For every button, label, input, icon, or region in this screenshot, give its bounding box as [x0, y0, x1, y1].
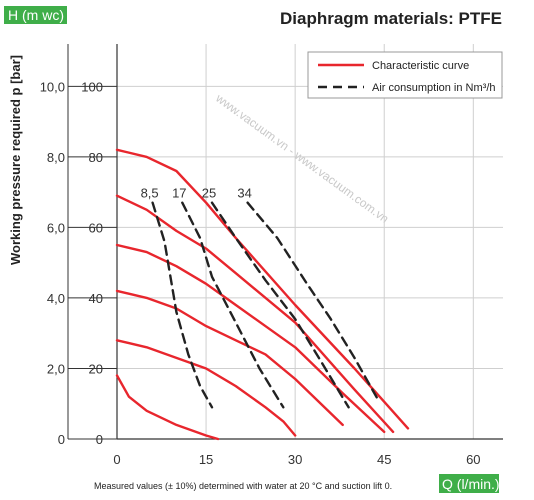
characteristic-curve	[115, 339, 297, 437]
air-consumption-line	[210, 201, 350, 409]
y-tick-label: 100	[81, 79, 103, 94]
x-tick-label: 15	[199, 452, 213, 467]
characteristic-curve	[115, 194, 395, 434]
y-axis-badge-label: H (m wc)	[8, 7, 64, 23]
footnote: Measured values (± 10%) determined with …	[94, 481, 392, 491]
y-tick-label: 0	[96, 432, 103, 447]
pressure-tick-label: 2,0	[47, 361, 65, 376]
air-consumption-label: 17	[172, 186, 186, 201]
legend-box	[307, 51, 503, 99]
air-consumption-label: 25	[202, 186, 216, 201]
air-consumption-label: 8,5	[141, 186, 159, 201]
y-tick-label: 20	[89, 361, 103, 376]
pressure-tick-label: 0	[58, 432, 65, 447]
x-tick-label: 0	[113, 452, 120, 467]
x-axis-badge-label: Q (l/min.)	[442, 476, 500, 492]
y-tick-label: 80	[89, 150, 103, 165]
legend-label: Air consumption in Nm³/h	[372, 82, 496, 94]
pressure-tick-label: 10,0	[40, 79, 65, 94]
y-tick-label: 60	[89, 220, 103, 235]
air-consumption-label: 34	[237, 186, 251, 201]
x-tick-label: 45	[377, 452, 391, 467]
y-axis-label: Working pressure required p [bar]	[8, 55, 23, 265]
characteristic-curve	[115, 148, 410, 430]
x-tick-label: 60	[466, 452, 480, 467]
legend-label: Characteristic curve	[372, 60, 469, 72]
y-tick-label: 40	[89, 291, 103, 306]
characteristic-curve	[115, 289, 344, 427]
y-axis-badge	[4, 6, 67, 24]
pressure-tick-label: 8,0	[47, 150, 65, 165]
characteristic-curve	[115, 374, 220, 441]
characteristic-curve	[115, 243, 386, 434]
air-consumption-line	[246, 201, 380, 402]
pressure-tick-label: 4,0	[47, 291, 65, 306]
chart-title: Diaphragm materials: PTFE	[280, 9, 502, 28]
air-consumption-line	[151, 201, 214, 409]
watermark: www.vacuum.vn - www.vacuum.com.vn	[212, 91, 391, 226]
x-tick-label: 30	[288, 452, 302, 467]
x-axis-badge	[439, 474, 499, 493]
air-consumption-line	[181, 201, 285, 409]
pressure-tick-label: 6,0	[47, 220, 65, 235]
